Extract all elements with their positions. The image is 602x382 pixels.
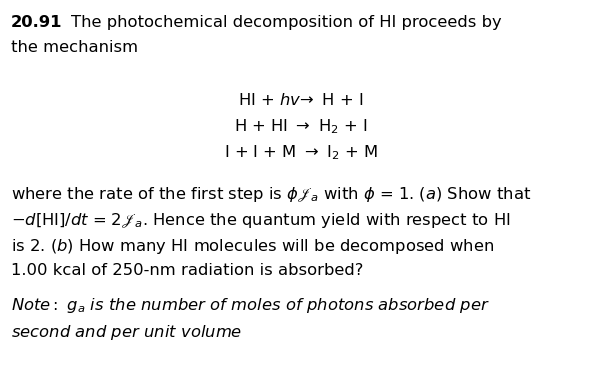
Text: 20.91: 20.91 — [11, 15, 63, 30]
Text: H + HI $\rightarrow$ H$_2$ + I: H + HI $\rightarrow$ H$_2$ + I — [234, 118, 368, 136]
Text: the mechanism: the mechanism — [11, 40, 138, 55]
Text: I + I + M $\rightarrow$ I$_2$ + M: I + I + M $\rightarrow$ I$_2$ + M — [224, 144, 378, 162]
Text: 1.00 kcal of 250-nm radiation is absorbed?: 1.00 kcal of 250-nm radiation is absorbe… — [11, 263, 363, 278]
Text: $\mathit{second\ and\ per\ unit\ volume}$: $\mathit{second\ and\ per\ unit\ volume}… — [11, 323, 242, 342]
Text: HI + $hv\!\rightarrow$ H + I: HI + $hv\!\rightarrow$ H + I — [238, 92, 364, 108]
Text: $\mathit{Note:}$ $\mathit{g_a}$ $\mathit{is\ the\ number\ of\ moles\ of\ photons: $\mathit{Note:}$ $\mathit{g_a}$ $\mathit… — [11, 296, 489, 315]
Text: is 2. ($b$) How many HI molecules will be decomposed when: is 2. ($b$) How many HI molecules will b… — [11, 237, 494, 256]
Text: $-d$[HI]$/dt$ = 2$\mathscr{J}_a$. Hence the quantum yield with respect to HI: $-d$[HI]$/dt$ = 2$\mathscr{J}_a$. Hence … — [11, 211, 510, 230]
Text: where the rate of the first step is $\phi\mathscr{J}_a$ with $\phi$ = 1. ($a$) S: where the rate of the first step is $\ph… — [11, 185, 531, 204]
Text: The photochemical decomposition of HI proceeds by: The photochemical decomposition of HI pr… — [71, 15, 502, 30]
